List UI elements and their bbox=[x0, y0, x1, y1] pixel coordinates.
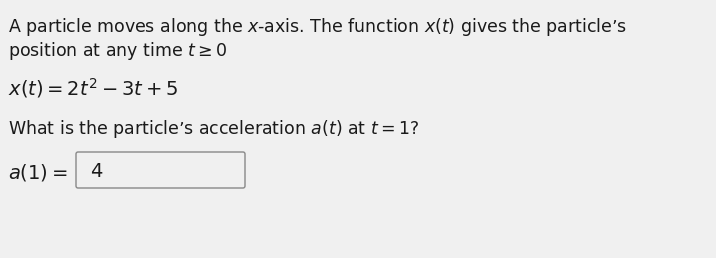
Text: What is the particle’s acceleration $a(t)$ at $t = 1$?: What is the particle’s acceleration $a(t… bbox=[8, 118, 420, 140]
Text: $x(t) = 2t^2 - 3t + 5$: $x(t) = 2t^2 - 3t + 5$ bbox=[8, 76, 178, 100]
Text: $a(1) =$: $a(1) =$ bbox=[8, 162, 68, 183]
Text: A particle moves along the $x$-axis. The function $x(t)$ gives the particle’s: A particle moves along the $x$-axis. The… bbox=[8, 16, 627, 38]
Text: 4: 4 bbox=[90, 162, 102, 181]
FancyBboxPatch shape bbox=[76, 152, 245, 188]
Text: position at any time $t \geq 0$: position at any time $t \geq 0$ bbox=[8, 40, 228, 62]
